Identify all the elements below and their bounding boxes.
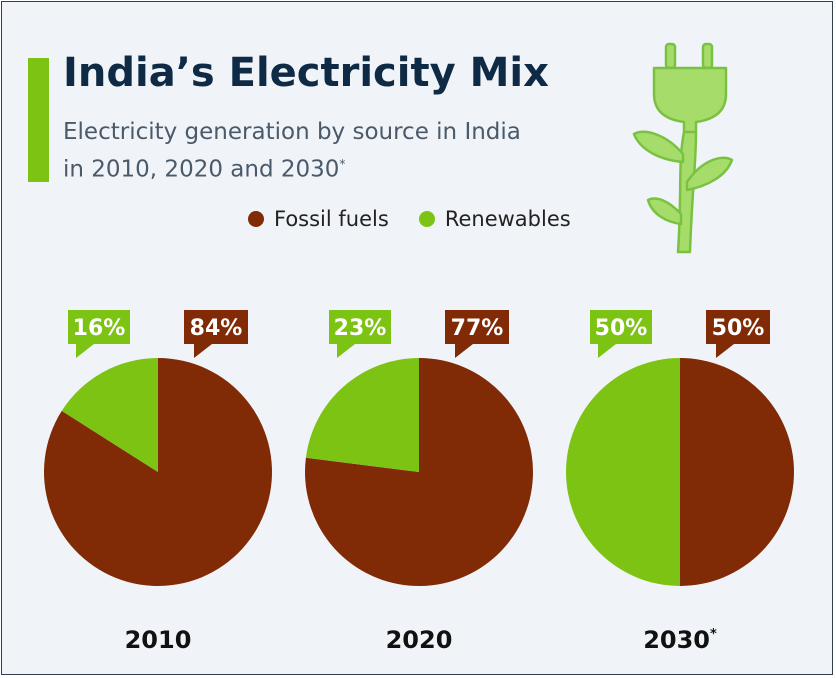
pie-2010-fossil-label-box [184, 310, 248, 344]
legend-label-fossil: Fossil fuels [274, 207, 389, 231]
plug-plant-icon [632, 42, 734, 254]
legend-swatch-renewables [418, 211, 435, 227]
pie-2010-renewable-slice [61, 358, 159, 472]
legend-label-renewables: Renewables [444, 207, 571, 231]
subtitle-footnote-mark: * [339, 157, 346, 171]
pie-2020-renewable-label-text: 23% [334, 316, 387, 341]
pie-2010-fossil-label-tail [194, 344, 212, 358]
pie-2030-renewable-label-tail [598, 344, 616, 358]
pie-2010-year-label: 2010 [125, 626, 192, 654]
pie-2020-renewable-label: 23% [329, 310, 391, 358]
accent-bar [28, 58, 49, 182]
pie-2020-fossil-label-tail [455, 344, 473, 358]
subtitle-line-1: Electricity generation by source in Indi… [63, 119, 521, 145]
pie-2030-renewable-label-text: 50% [595, 316, 648, 341]
pie-2010-renewable-label-tail [76, 344, 94, 358]
pie-2030-fossil-label-tail [716, 344, 734, 358]
pie-2030-renewable-label-box [590, 310, 652, 344]
pie-2030-fossil-label: 50% [706, 310, 770, 358]
pie-2010-fossil-label: 84% [184, 310, 248, 358]
pie-2030-footnote-mark: * [710, 627, 717, 642]
legend: Fossil fuels Renewables [248, 207, 601, 231]
subtitle-line-2-text: in 2010, 2020 and 2030 [63, 156, 340, 183]
pie-2010-renewable-label-box [68, 310, 130, 344]
legend-item-renewables: Renewables [418, 207, 571, 231]
pie-2010-fossil-label-text: 84% [190, 316, 243, 341]
pie-2020-renewable-label-box [329, 310, 391, 344]
pie-2020-fossil-label-box [445, 310, 509, 344]
pie-2010-renewable-label: 16% [68, 310, 130, 358]
legend-swatch-fossil [248, 211, 264, 227]
legend-item-fossil: Fossil fuels [248, 207, 389, 231]
pie-2030-renewable-slice [566, 358, 680, 586]
pie-2020-year-label: 2020 [386, 626, 453, 654]
pie-2020-fossil-label: 77% [445, 310, 509, 358]
subtitle-line-2: in 2010, 2020 and 2030* [63, 148, 583, 186]
pie-2030-renewable-label: 50% [590, 310, 652, 358]
subtitle: Electricity generation by source in Indi… [63, 116, 583, 186]
pie-2030-fossil-label-box [706, 310, 770, 344]
pie-2030-fossil-slice [680, 358, 794, 586]
pie-2010-renewable-label-text: 16% [73, 316, 126, 341]
page-title: India’s Electricity Mix [63, 50, 549, 96]
pie-2030-fossil-label-text: 50% [712, 316, 765, 341]
pie-2020-fossil-label-text: 77% [451, 316, 504, 341]
pie-2030-year-label: 2030* [643, 626, 717, 654]
pie-2020-renewable-label-tail [337, 344, 355, 358]
pie-2020-renewable-slice [305, 358, 419, 472]
